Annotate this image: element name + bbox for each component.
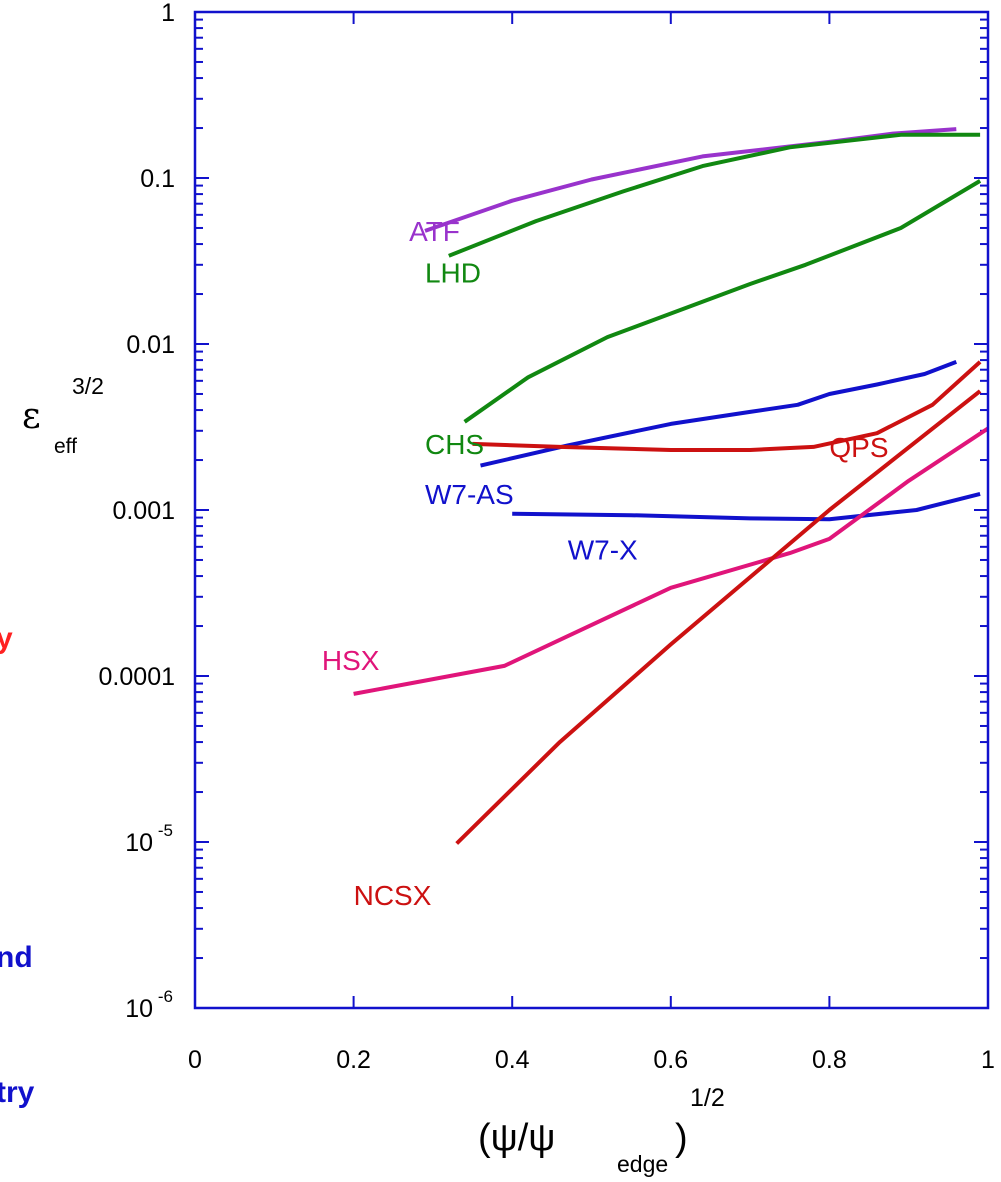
x-axis-label-subscript: edge bbox=[617, 1151, 668, 1177]
series-label-chs: CHS bbox=[425, 429, 484, 460]
y-tick-label-exponent: -6 bbox=[158, 987, 173, 1006]
y-tick-label: 0.001 bbox=[112, 497, 175, 525]
fragment-try: try bbox=[0, 1076, 35, 1109]
series-line-atf bbox=[424, 127, 957, 233]
series-line-w7-x bbox=[512, 491, 981, 522]
fragment-nd: nd bbox=[0, 941, 33, 974]
series-line-lhd bbox=[448, 132, 981, 258]
series-line-hsx bbox=[353, 426, 990, 696]
series-label-w7-x: W7-X bbox=[568, 534, 638, 565]
x-axis-label-superscript: 1/2 bbox=[690, 1084, 725, 1112]
series-line-ncsx bbox=[455, 389, 982, 845]
x-tick-label: 0.8 bbox=[812, 1046, 847, 1074]
series-label-w7-as: W7-AS bbox=[425, 479, 514, 510]
y-tick-label: 0.0001 bbox=[99, 663, 175, 691]
x-tick-label: 1 bbox=[981, 1046, 995, 1074]
y-tick-label-exponent: -5 bbox=[158, 821, 173, 840]
x-tick-label: 0.2 bbox=[336, 1046, 371, 1074]
axis-labels: (ψ/ψ edge)1/2 ε 3/2 eff bbox=[22, 373, 725, 1177]
fragment-y: y bbox=[0, 622, 13, 655]
series-line-qps bbox=[472, 360, 982, 452]
series-label-qps: QPS bbox=[829, 432, 888, 463]
series-label-lhd: LHD bbox=[425, 257, 481, 288]
plot-frame bbox=[193, 10, 990, 1010]
x-axis-label: (ψ/ψ bbox=[478, 1117, 555, 1159]
series-labels: ATF LHD CHS W7-AS W7-X QPS HSX NCSX bbox=[322, 216, 889, 911]
x-tick-label: 0.6 bbox=[653, 1046, 688, 1074]
series-label-atf: ATF bbox=[409, 216, 460, 247]
series-line-chs bbox=[463, 179, 982, 424]
y-axis-label: ε bbox=[22, 396, 41, 437]
y-tick-label: 0.01 bbox=[126, 331, 175, 359]
x-axis-label-close: ) bbox=[675, 1117, 688, 1159]
y-axis-label-superscript: 3/2 bbox=[72, 373, 104, 399]
y-axis-label-subscript: eff bbox=[54, 435, 77, 458]
series-lines bbox=[353, 127, 990, 845]
x-tick-label: 0 bbox=[188, 1046, 202, 1074]
series-label-ncsx: NCSX bbox=[354, 880, 432, 911]
x-tick-label: 0.4 bbox=[495, 1046, 530, 1074]
y-tick-label: 1 bbox=[161, 0, 175, 27]
series-line-w7-as bbox=[480, 360, 958, 468]
y-tick-label: 10 bbox=[125, 829, 153, 857]
y-tick-label: 10 bbox=[125, 995, 153, 1023]
series-label-hsx: HSX bbox=[322, 645, 380, 676]
y-tick-label: 0.1 bbox=[140, 165, 175, 193]
